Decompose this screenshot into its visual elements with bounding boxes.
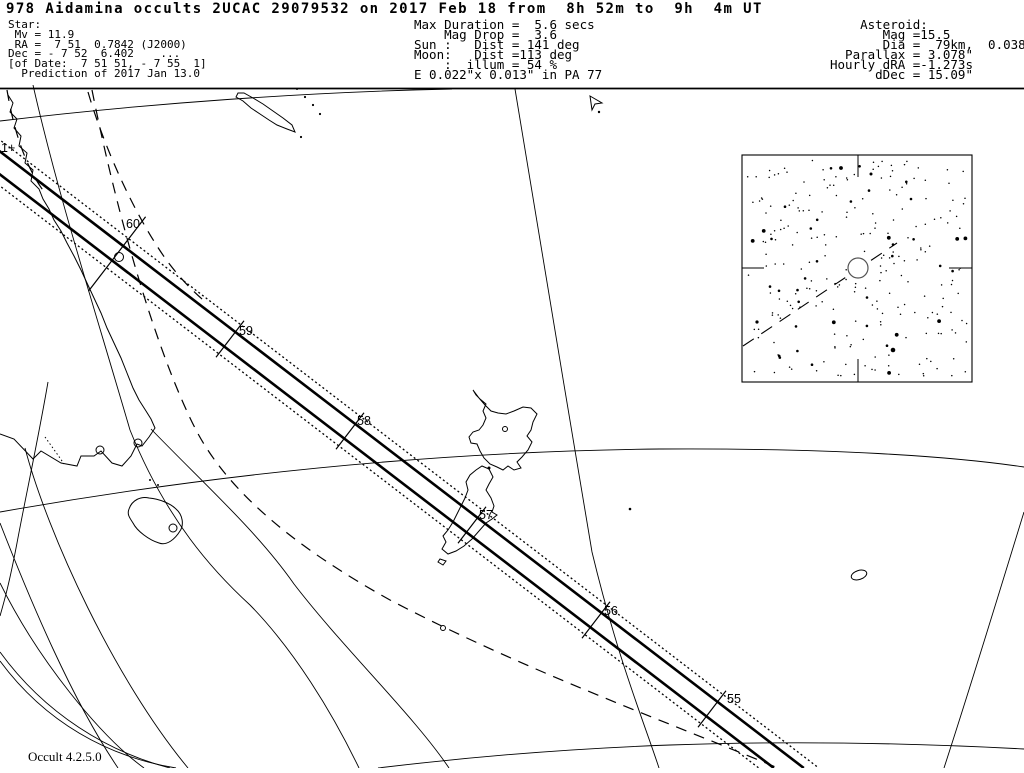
minute-label: 55: [727, 692, 741, 706]
path-sigma-limit: [0, 185, 760, 769]
minute-label: 57: [479, 508, 493, 522]
minute-label: 60: [126, 217, 140, 231]
target-star-circle: [847, 257, 869, 279]
islet-dot: [311, 103, 315, 107]
prediction-map: 1+ 60 59 58 57 56 55: [0, 84, 1024, 770]
islet-dot: [299, 135, 303, 139]
islet-dot: [296, 88, 298, 90]
app-version-label: Occult 4.2.5.0: [28, 749, 102, 764]
page-title: 978 Aidamina occults 2UCAC 29079532 on 2…: [6, 1, 763, 17]
event-info-block: Max Duration = 5.6 secs Mag Drop = 3.6 S…: [414, 17, 603, 82]
asteroid-track-dashed: [742, 242, 898, 347]
site-circle: [133, 438, 143, 448]
islet-dot: [157, 484, 159, 486]
minute-tick: [87, 216, 147, 292]
minute-tick: [335, 412, 365, 450]
star-info-block: Star: Mv = 11.9 RA = 7 51 0.7842 (J2000)…: [8, 18, 207, 80]
coast-chatham-islands: [850, 569, 868, 581]
dashed-limit-group: [6, 89, 779, 769]
islet-dot: [303, 95, 307, 99]
coast-nz-south-island: [441, 465, 498, 555]
islet-dot: [597, 110, 601, 114]
islet-dot: [149, 479, 151, 481]
coast-stewart-island: [437, 558, 447, 566]
minute-label: 1+: [1, 141, 15, 155]
islet-dot: [628, 507, 632, 511]
coast-nz-north-island: [468, 389, 538, 471]
islet-dot: [487, 466, 491, 470]
star-field-inset: [741, 154, 973, 383]
lake-taupo: [502, 426, 508, 432]
minute-tick: [457, 506, 487, 544]
state-border-dotted: [44, 436, 65, 465]
path-edge: [0, 149, 805, 770]
site-circle: [95, 445, 105, 455]
island-dot-open: [440, 625, 446, 631]
asteroid-info-block: Asteroid: Mag =15.5 Dia = 79km, 0.038" P…: [830, 17, 1024, 82]
coast-new-caledonia: [235, 92, 296, 133]
path-edge: [0, 172, 775, 770]
site-circle: [114, 252, 124, 262]
islet-dot: [318, 112, 322, 116]
minute-tick: [581, 601, 611, 639]
site-circle: [168, 523, 178, 533]
minute-tick: [697, 690, 727, 728]
coastline-group: [0, 88, 868, 631]
minute-label: 56: [604, 604, 618, 618]
path-sigma-limit: [0, 139, 820, 769]
minute-marks-group: 1+ 60 59 58 57 56 55: [1, 141, 741, 728]
minute-label: 59: [239, 324, 253, 338]
minute-tick: [215, 320, 245, 358]
coast-australia: [0, 94, 156, 467]
minute-label: 58: [357, 414, 371, 428]
coast-tasmania: [127, 497, 183, 545]
mouse-cursor-icon: [589, 95, 604, 112]
occultation-path-group: [0, 139, 820, 770]
inset-stars: [746, 159, 968, 377]
